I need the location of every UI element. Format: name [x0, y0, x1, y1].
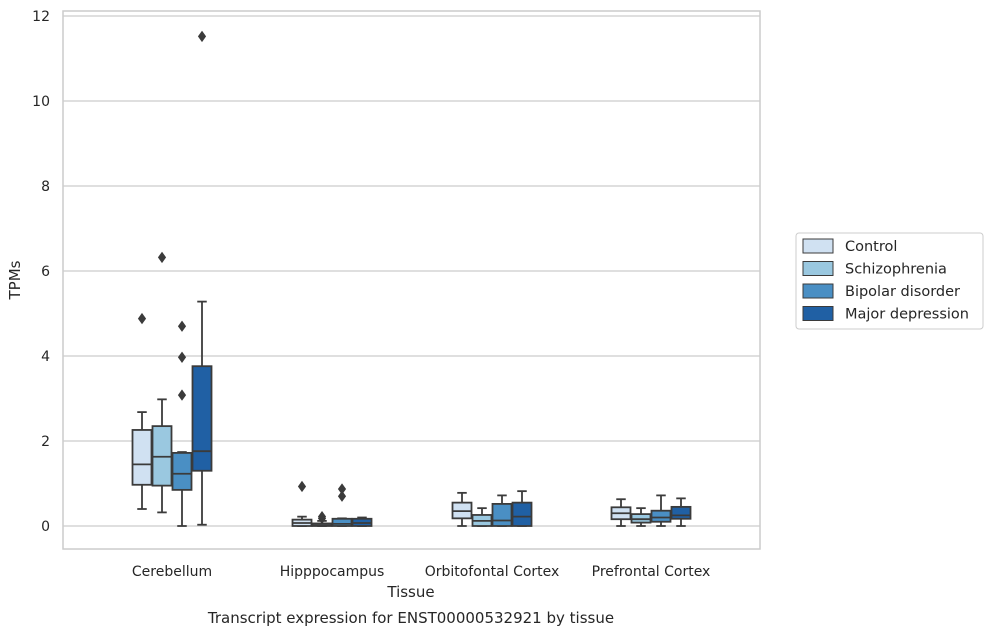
box-plot	[610, 498, 632, 527]
box-iqr	[131, 429, 153, 486]
box-plot	[351, 516, 373, 527]
y-axis-ticks: 0 2 4 6 8 10 12	[32, 9, 50, 535]
box-plot	[171, 320, 193, 527]
box-series	[131, 30, 692, 527]
box-iqr	[670, 505, 692, 520]
legend-label: Schizophrenia	[845, 262, 947, 278]
box-iqr	[511, 501, 533, 527]
box-iqr	[331, 517, 353, 527]
x-axis-ticks: Cerebellum Hipppocampus Orbitofontal Corte…	[132, 564, 710, 580]
box-plot	[311, 510, 333, 527]
y-tick-label: 2	[41, 434, 50, 450]
legend-label: Control	[845, 239, 897, 255]
legend-item: Control	[802, 238, 897, 255]
outlier-point	[197, 30, 207, 43]
outlier-point	[177, 351, 187, 363]
legend-item: Bipolar disorder	[802, 283, 960, 300]
y-axis-label: TPMs	[6, 260, 24, 300]
series-bipolar-disorder	[171, 320, 672, 527]
y-tick-label: 10	[32, 94, 50, 110]
legend-item: Major depression	[802, 306, 969, 323]
outlier-point	[177, 389, 187, 401]
x-tick-label: Hipppocampus	[280, 564, 385, 580]
y-tick-label: 4	[41, 349, 50, 365]
box-iqr	[650, 509, 672, 523]
box-plot	[331, 483, 353, 527]
legend-swatch	[802, 261, 834, 276]
chart-caption: Transcript expression for ENST0000053292…	[207, 609, 614, 627]
y-tick-label: 0	[41, 519, 50, 535]
box-plot	[670, 497, 692, 527]
box-plot	[151, 251, 173, 514]
x-tick-label: Orbitofontal Cortex	[425, 564, 560, 580]
box-iqr	[191, 365, 213, 472]
box-plot	[191, 30, 213, 526]
box-plot	[131, 312, 153, 510]
box-iqr	[491, 502, 513, 527]
series-control	[131, 312, 632, 527]
legend-swatch	[802, 283, 834, 299]
y-tick-label: 12	[32, 9, 50, 25]
outlier-point	[297, 480, 307, 493]
legend: Control Schizophrenia Bipolar disorder Majo…	[795, 232, 984, 330]
legend-swatch	[802, 306, 834, 321]
outlier-point	[137, 312, 147, 325]
legend-swatch	[802, 238, 834, 254]
legend-item: Schizophrenia	[802, 261, 947, 278]
legend-label: Major depression	[845, 307, 969, 323]
x-axis-label: Tissue	[386, 583, 434, 601]
outlier-point	[337, 490, 347, 502]
box-plot	[511, 490, 533, 527]
outlier-point	[177, 320, 187, 332]
box-plot	[291, 480, 313, 527]
x-tick-label: Prefrontal Cortex	[592, 564, 711, 580]
y-tick-label: 6	[41, 264, 50, 280]
series-schizophrenia	[151, 251, 652, 527]
plot-area-frame	[62, 10, 761, 550]
box-plot	[471, 507, 493, 527]
box-plot	[491, 494, 513, 527]
x-tick-label: Cerebellum	[132, 564, 212, 580]
legend-label: Bipolar disorder	[845, 284, 960, 300]
box-plot	[630, 507, 652, 527]
box-plot	[451, 491, 473, 527]
series-major-depression	[191, 30, 692, 527]
outlier-point	[337, 483, 347, 495]
outlier-point	[317, 510, 327, 523]
y-tick-label: 8	[41, 179, 50, 195]
box-iqr	[171, 451, 193, 491]
box-plot	[650, 494, 672, 527]
legend-frame	[795, 232, 984, 330]
outlier-point	[157, 251, 167, 264]
